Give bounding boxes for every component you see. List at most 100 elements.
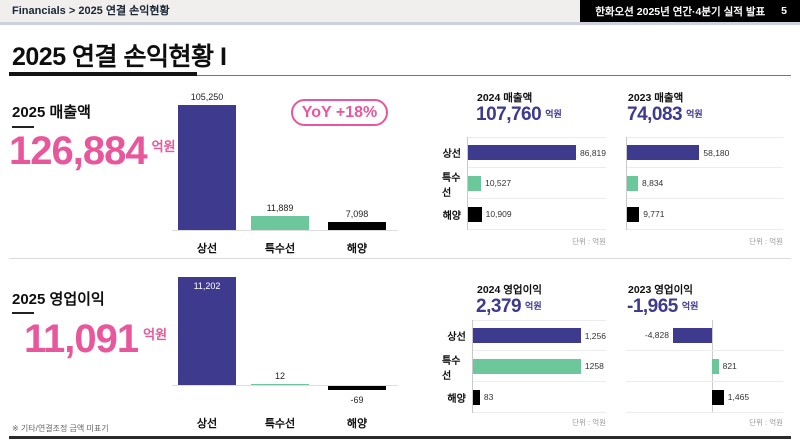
unit-note: 단위 : 억원 — [749, 418, 783, 427]
hbar-row: 821 — [626, 351, 783, 382]
hbar-haeyang-value: 1,465 — [727, 392, 750, 402]
profit-cat-sangseon: 상선 — [196, 418, 218, 430]
hbar-teuksuseon-value: 8,834 — [642, 178, 664, 188]
profit-bar-haeyang-value: -69 — [350, 395, 364, 405]
revenue-bar-haeyang-value: 7,098 — [345, 208, 369, 219]
revenue-2023-title: 2023 매출액 — [628, 92, 684, 104]
row-label-teuksuseon: 특수선 — [442, 172, 461, 199]
hbar-sangseon-value: -4,828 — [644, 330, 669, 340]
hbar-sangseon — [673, 327, 712, 343]
hbar-row: 86,819 — [468, 137, 606, 168]
breadcrumb: Financials > 2025 연결 손익현황 — [12, 5, 170, 17]
negative-zone: -4,828 — [626, 327, 712, 343]
section-divider — [9, 258, 791, 259]
profit-2023-number: -1,965 — [627, 296, 678, 317]
revenue-2024-unit: 억원 — [545, 109, 562, 119]
revenue-2025-chart: 105,250 11,889 7,098 상선 특수선 해양 — [172, 92, 398, 255]
revenue-2024-number: 107,760 — [476, 104, 542, 125]
profit-bar-haeyang: -69 — [328, 385, 386, 405]
revenue-bar-sangseon: 105,250 — [178, 92, 236, 230]
revenue-kpi-title: 2025 매출액 — [12, 104, 91, 121]
profit-kpi-value: 11,091 억원 — [24, 319, 167, 359]
profit-chart-axis — [172, 385, 398, 386]
revenue-2023-tracks: 58,180 8,834 9,771 — [626, 137, 783, 230]
profit-2024-number: 2,379 — [476, 296, 522, 317]
unit-note: 단위 : 억원 — [572, 418, 606, 427]
profit-2023-title: 2023 영업이익 — [628, 284, 693, 296]
revenue-bar-sangseon-value: 105,250 — [190, 92, 224, 102]
hbar-row: 1258 — [472, 351, 606, 382]
revenue-cat-haeyang: 해양 — [346, 243, 368, 255]
profit-cat-haeyang: 해양 — [346, 418, 368, 430]
profit-bar-teuksuseon: 12 — [251, 371, 309, 385]
profit-2025-chart: 11,202 12 -69 상선 특수선 해양 — [172, 277, 398, 430]
footnote: ※ 기타/연결조정 금액 미표기 — [12, 424, 109, 433]
hbar-haeyang-value: 83 — [483, 392, 494, 402]
hbar-haeyang — [472, 389, 480, 405]
hbar-teuksuseon — [472, 358, 581, 374]
deck-title-bar: 한화오션 2025년 연간·4분기 실적 발표 5 — [580, 0, 800, 22]
page-number: 5 — [781, 5, 787, 17]
revenue-2023-unit: 억원 — [686, 109, 703, 119]
hbar-haeyang-value: 9,771 — [643, 209, 665, 219]
revenue-kpi-number: 126,884 — [9, 129, 148, 173]
revenue-2023-number: 74,083 — [627, 104, 683, 125]
positive-zone: 1,465 — [712, 389, 750, 405]
hbar-teuksuseon — [468, 175, 482, 191]
hbar-row: 1,256 — [472, 320, 606, 351]
title-rule-accent — [9, 72, 197, 76]
hbar-row: 10,527 — [468, 168, 606, 199]
row-label-sangseon: 상선 — [447, 332, 466, 343]
revenue-2024-tracks: 86,819 10,527 10,909 — [467, 137, 606, 230]
revenue-2024-row-labels: 상선 특수선 해양 — [442, 137, 467, 230]
unit-note: 단위 : 억원 — [572, 237, 606, 246]
revenue-2023-chart: 58,180 8,834 9,771 — [626, 137, 783, 230]
row-label-teuksuseon: 특수선 — [442, 355, 461, 382]
profit-bar-sangseon: 11,202 — [178, 277, 236, 385]
hbar-sangseon — [627, 145, 700, 160]
revenue-kpi-unit: 억원 — [151, 139, 176, 154]
profit-2023-unit: 억원 — [681, 301, 699, 311]
profit-2023-chart: -4,828 821 1,465 — [626, 320, 783, 413]
hbar-sangseon-value: 58,180 — [703, 147, 730, 158]
revenue-2024-chart: 상선 특수선 해양 86,819 10,527 10,909 — [442, 137, 606, 230]
revenue-2023-value: 74,083 억원 — [627, 105, 703, 124]
hbar-row: 1,465 — [626, 382, 783, 413]
hbar-row: 8,834 — [627, 168, 783, 199]
profit-kpi-unit: 억원 — [143, 327, 168, 342]
row-label-haeyang: 해양 — [442, 211, 461, 222]
revenue-cat-sangseon: 상선 — [196, 243, 218, 255]
profit-bar-sangseon-value: 11,202 — [193, 281, 221, 291]
bottom-rule — [9, 436, 791, 439]
profit-2024-unit: 억원 — [525, 301, 542, 311]
revenue-bar-teuksuseon: 11,889 — [251, 203, 309, 230]
hbar-teuksuseon-value: 1258 — [584, 361, 604, 371]
profit-cat-teuksuseon: 특수선 — [264, 418, 296, 430]
hbar-haeyang — [468, 206, 482, 222]
hbar-haeyang-value: 10,909 — [485, 209, 512, 219]
profit-2024-value: 2,379 억원 — [476, 297, 542, 316]
profit-2023-tracks: -4,828 821 1,465 — [626, 320, 783, 413]
revenue-kpi-dash — [12, 126, 34, 128]
profit-2024-row-labels: 상선 특수선 해양 — [442, 320, 472, 413]
hbar-haeyang — [712, 389, 724, 405]
hbar-row: -4,828 — [626, 320, 783, 351]
hbar-teuksuseon-value: 10,527 — [485, 178, 512, 188]
profit-2024-tracks: 1,256 1258 83 — [471, 320, 606, 413]
row-label-sangseon: 상선 — [442, 149, 461, 160]
profit-2024-title: 2024 영업이익 — [477, 284, 542, 296]
profit-kpi-dash — [12, 312, 34, 314]
revenue-bar-teuksuseon-value: 11,889 — [266, 202, 294, 213]
hbar-haeyang — [627, 206, 640, 222]
hbar-row: 9,771 — [627, 199, 783, 230]
header-divider — [0, 22, 800, 25]
title-rule — [9, 75, 791, 76]
revenue-bar-haeyang: 7,098 — [328, 209, 386, 230]
hbar-sangseon-value: 86,819 — [580, 147, 606, 158]
profit-bar-teuksuseon-value: 12 — [274, 371, 286, 381]
unit-note: 단위 : 억원 — [749, 237, 783, 246]
revenue-chart-axis — [172, 230, 398, 231]
hbar-teuksuseon — [627, 175, 638, 191]
revenue-kpi-value: 126,884 억원 — [9, 131, 176, 171]
hbar-teuksuseon-value: 821 — [722, 361, 737, 371]
